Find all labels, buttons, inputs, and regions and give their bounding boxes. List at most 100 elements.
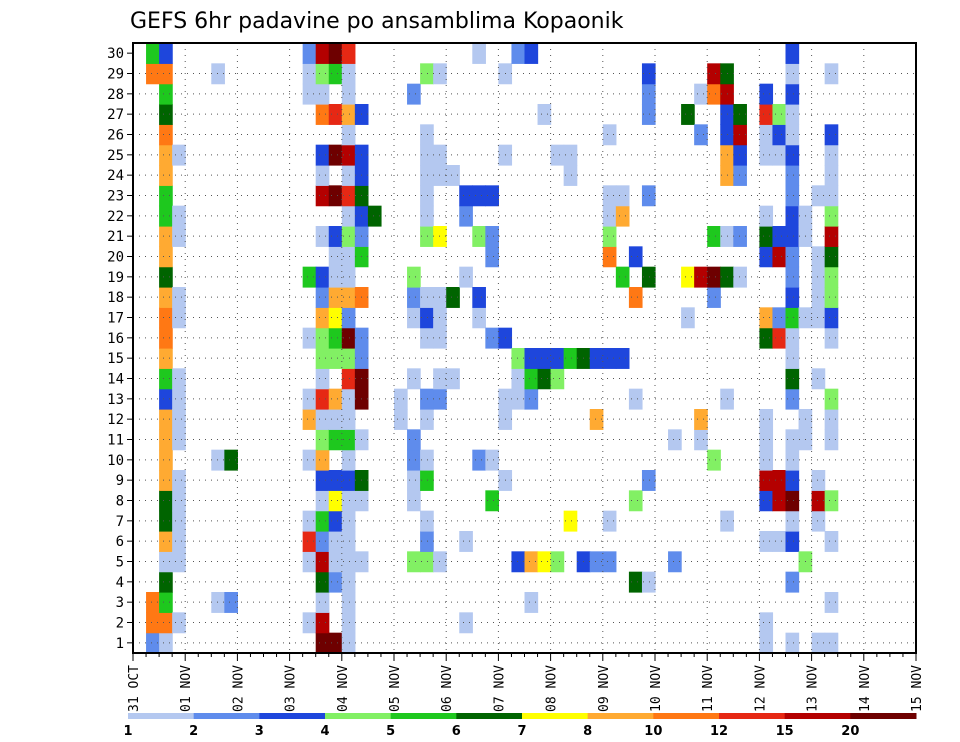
heatmap-cell <box>341 43 356 64</box>
heatmap-cell <box>602 551 617 573</box>
heatmap-cell <box>602 246 617 268</box>
heatmap-cell <box>785 83 800 105</box>
heatmap-cell <box>315 348 330 369</box>
heatmap-cell <box>315 449 330 471</box>
heatmap-cell <box>785 144 800 166</box>
legend-swatch <box>850 713 917 719</box>
heatmap-cell <box>159 185 173 207</box>
x-tick-label: 12 NOV <box>753 665 768 712</box>
heatmap-cell <box>537 104 552 125</box>
heatmap-cell <box>420 388 434 410</box>
heatmap-cell <box>159 226 173 247</box>
heatmap-cell <box>420 531 434 552</box>
heatmap-cell <box>759 490 774 512</box>
heatmap-cell <box>159 388 173 410</box>
heatmap-cell <box>315 388 330 410</box>
heatmap-cell <box>785 63 800 85</box>
heatmap-cell <box>694 266 708 288</box>
heatmap-cell <box>759 409 774 430</box>
heatmap-cell <box>159 246 173 268</box>
heatmap-cell <box>159 449 173 471</box>
heatmap-cell <box>211 63 225 85</box>
heatmap-cell <box>668 429 682 451</box>
heatmap-cell <box>628 246 643 268</box>
legend-swatch <box>653 713 720 719</box>
heatmap-cell <box>159 287 173 308</box>
x-tick-label: 03 NOV <box>284 665 299 712</box>
heatmap-cell <box>785 429 800 451</box>
heatmap-cell <box>341 104 356 125</box>
legend-label: 5 <box>386 724 395 739</box>
heatmap-cell <box>159 124 173 146</box>
heatmap-cell <box>328 327 343 349</box>
heatmap-cell <box>824 205 839 227</box>
heatmap-cell <box>315 307 330 329</box>
heatmap-cell <box>172 388 186 410</box>
heatmap-cell <box>759 144 774 166</box>
heatmap-cell <box>772 226 787 247</box>
heatmap-cell <box>407 287 421 308</box>
heatmap-cell <box>159 510 173 532</box>
legend-swatch <box>390 713 457 719</box>
heatmap-cell <box>707 63 721 85</box>
heatmap-cell <box>172 551 186 573</box>
heatmap-cell <box>302 449 317 471</box>
heatmap-cell <box>341 510 356 532</box>
legend-swatch <box>193 713 260 719</box>
heatmap-cell <box>511 551 526 573</box>
heatmap-cell <box>733 144 747 166</box>
heatmap-cell <box>315 470 330 491</box>
heatmap-cell <box>550 144 565 166</box>
heatmap-cell <box>315 429 330 451</box>
heatmap-cell <box>224 592 238 613</box>
heatmap-cell <box>785 165 800 186</box>
heatmap-cell <box>550 368 565 390</box>
heatmap-cell <box>602 185 617 207</box>
y-tick-label: 16 <box>107 331 124 347</box>
heatmap-cell <box>159 470 173 491</box>
heatmap-cell <box>511 368 526 390</box>
color-legend: 1 2 3 4 5 6 7 8 10 12 15 20 <box>123 713 917 739</box>
x-tick-label: 15 NOV <box>910 665 925 712</box>
y-tick-label: 29 <box>107 67 124 83</box>
heatmap-cell <box>472 307 486 329</box>
heatmap-cell <box>824 531 839 552</box>
legend-label: 6 <box>452 724 461 739</box>
heatmap-cell <box>628 388 643 410</box>
heatmap-cell <box>811 307 826 329</box>
heatmap-cell <box>159 83 173 105</box>
heatmap-cell <box>420 63 434 85</box>
heatmap-cell <box>785 449 800 471</box>
heatmap-cell <box>159 165 173 186</box>
heatmap-cell <box>772 531 787 552</box>
heatmap-cell <box>824 388 839 410</box>
heatmap-cell <box>524 43 539 64</box>
heatmap-cell <box>341 226 356 247</box>
legend-label: 4 <box>320 724 329 739</box>
heatmap-cell <box>785 287 800 308</box>
heatmap-cell <box>159 327 173 349</box>
heatmap-cell <box>602 226 617 247</box>
heatmap-cell <box>615 205 630 227</box>
heatmap-cell <box>824 266 839 288</box>
heatmap-cell <box>785 510 800 532</box>
heatmap-cell <box>420 307 434 329</box>
heatmap-cell <box>224 449 238 471</box>
heatmap-cell <box>485 327 499 349</box>
heatmap-cell <box>472 449 486 471</box>
heatmap-cell <box>707 266 721 288</box>
heatmap-cell <box>524 388 539 410</box>
heatmap-cell <box>302 531 317 552</box>
heatmap-cell <box>824 287 839 308</box>
heatmap-cell <box>302 63 317 85</box>
x-tick-label: 13 NOV <box>806 665 821 712</box>
heatmap-cell <box>459 531 473 552</box>
heatmap-cell <box>341 144 356 166</box>
heatmap-cell <box>367 205 382 227</box>
heatmap-cell <box>785 104 800 125</box>
heatmap-cell <box>159 571 173 593</box>
heatmap-cell <box>824 632 839 654</box>
heatmap-cell <box>707 226 721 247</box>
y-tick-label: 17 <box>107 311 124 327</box>
